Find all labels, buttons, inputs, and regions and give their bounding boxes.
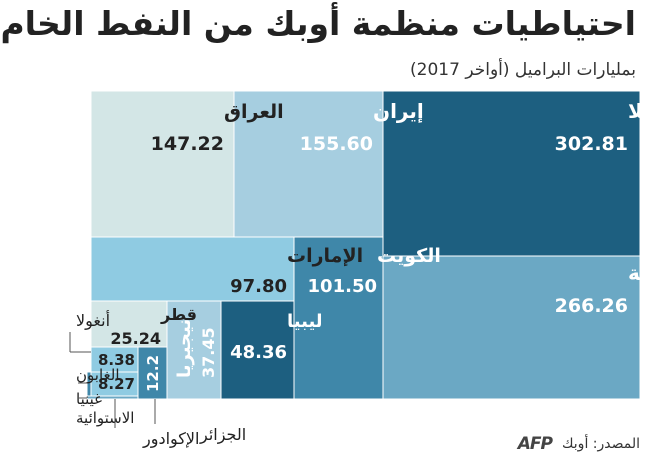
treemap-tile-3 [90,90,235,238]
treemap-tile-5 [90,236,295,302]
callout-label-10: أنغولا [76,310,110,331]
chart-title: احتياطيات منظمة أوبك من النفط الخام [0,4,636,43]
tile-value-0: 302.81 [555,133,628,155]
tile-label-2: إيران [373,99,424,123]
tile-value-4: 101.50 [308,276,377,297]
tile-value-2: 155.60 [300,133,373,155]
chart-subtitle: بمليارات البراميل (أواخر 2017) [410,60,636,80]
footer: المصدر: أوبك AFP [518,434,640,454]
callout-label-11: الإكوادور [142,429,199,449]
tile-label-7: نيجيريا [174,319,195,378]
treemap-tile-11 [90,371,139,397]
callout-label-13: غينيا [76,390,102,408]
source-note: المصدر: أوبك [561,436,640,452]
tile-label-1: السعودية [628,261,660,285]
tile-label-5: الإمارات [287,245,363,267]
tile-label-0: فنزويلا [628,99,660,123]
afp-logo: AFP [517,434,553,454]
treemap-tile-7 [166,300,222,400]
tile-value-5: 97.80 [230,276,287,297]
tile-value-7: 37.45 [199,327,218,378]
treemap-tile-8 [90,300,168,348]
callout-label-9: الجزائر [199,425,246,445]
tile-value-10: 8.38 [98,351,135,369]
tile-value-3: 147.22 [151,133,224,155]
treemap-tile-4 [293,236,384,400]
tile-value-1: 266.26 [555,295,628,317]
treemap-tile-10 [90,346,139,373]
treemap-tile-6 [220,300,295,400]
callout-label-13-b: الاستوائية [76,409,134,427]
callout-label-12: الغابون [76,366,119,384]
tile-label-4: الكويت [377,245,441,267]
treemap-tile-9 [137,346,168,400]
treemap-tile-1 [382,255,641,400]
tile-value-9: 12.2 [144,355,162,392]
tile-label-6: ليبيا [287,311,323,332]
tile-label-3: العراق [224,101,284,123]
tile-label-8: قطر [160,305,197,324]
treemap-tile-0 [382,90,641,257]
tile-value-11: 8.27 [98,375,135,393]
treemap-tile-2 [233,90,384,238]
tile-value-6: 48.36 [230,342,287,363]
tile-value-8: 25.24 [110,329,161,348]
